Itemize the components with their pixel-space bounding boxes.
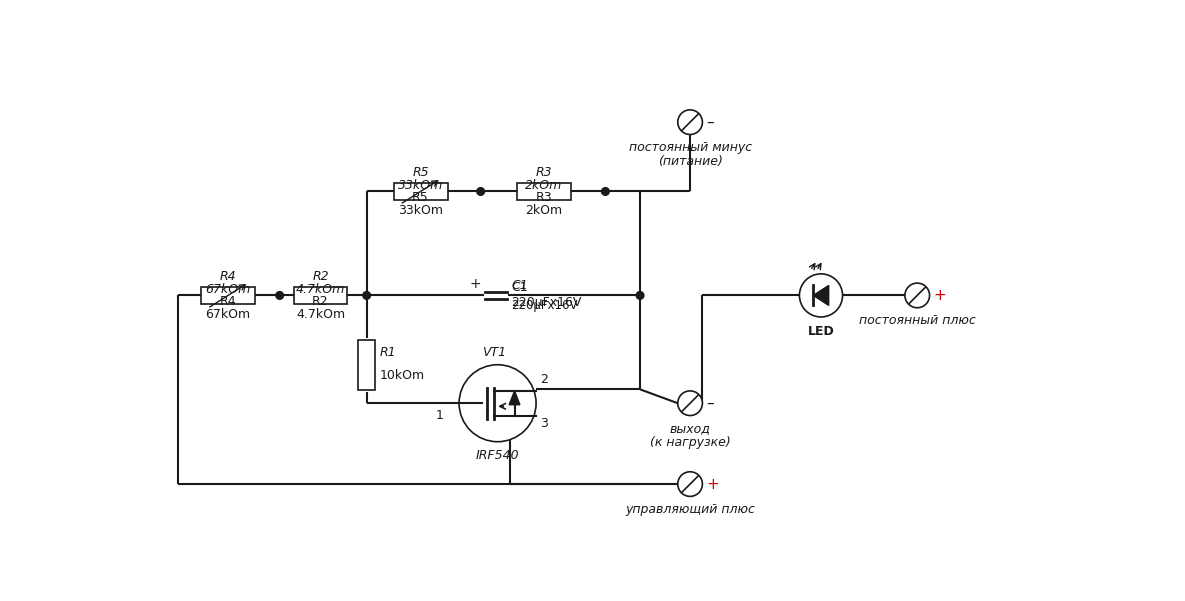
Bar [358,340,376,389]
Text: 67kОm: 67kОm [205,283,251,296]
Text: –: – [706,115,713,130]
Text: +: + [706,477,719,492]
Bar [393,183,448,200]
Circle shape [602,188,609,195]
Bar [517,183,571,200]
Text: R4: R4 [219,294,236,308]
Polygon shape [510,391,520,404]
Bar [294,287,347,304]
Text: 67kОm: 67kОm [205,308,251,321]
Circle shape [363,291,371,299]
Bar [201,287,255,304]
Circle shape [905,283,929,308]
Text: 3: 3 [540,417,547,430]
Circle shape [459,365,536,442]
Text: R1: R1 [379,346,397,359]
Circle shape [636,291,643,299]
Text: 1: 1 [436,409,443,423]
Text: R4: R4 [219,270,236,283]
Circle shape [276,291,283,299]
Text: 2kОm: 2kОm [525,179,563,192]
Text: IRF540: IRF540 [475,450,519,462]
Text: R5: R5 [412,166,429,179]
Text: +: + [469,277,481,291]
Circle shape [678,472,703,496]
Text: C1: C1 [512,279,529,291]
Text: постоянный плюс: постоянный плюс [859,314,975,327]
Text: 4.7kОm: 4.7kОm [296,283,345,296]
Text: VT1: VT1 [481,346,506,359]
Text: R3: R3 [536,166,552,179]
Text: LED: LED [808,325,834,338]
Text: выход: выход [670,422,711,435]
Text: C1
220μFx16V: C1 220μFx16V [512,281,582,310]
Circle shape [800,274,843,317]
Text: 2: 2 [540,373,547,386]
Circle shape [678,110,703,135]
Text: 33kОm: 33kОm [398,179,443,192]
Text: 220μFx16V: 220μFx16V [512,299,578,313]
Text: постоянный минус: постоянный минус [628,141,751,154]
Text: (к нагрузке): (к нагрузке) [649,436,730,448]
Text: R2: R2 [312,270,328,283]
Text: R3: R3 [536,191,552,204]
Circle shape [678,391,703,415]
Text: 2kОm: 2kОm [525,204,563,217]
Polygon shape [813,285,828,305]
Text: 10kОm: 10kОm [379,370,425,382]
Text: R5: R5 [412,191,429,204]
Text: (питание): (питание) [658,154,723,168]
Circle shape [476,188,485,195]
Text: –: – [706,395,713,410]
Text: управляющий плюс: управляющий плюс [626,502,755,516]
Text: 4.7kОm: 4.7kОm [296,308,345,321]
Text: +: + [934,288,946,303]
Text: 33kОm: 33kОm [398,204,443,217]
Text: R2: R2 [312,294,328,308]
